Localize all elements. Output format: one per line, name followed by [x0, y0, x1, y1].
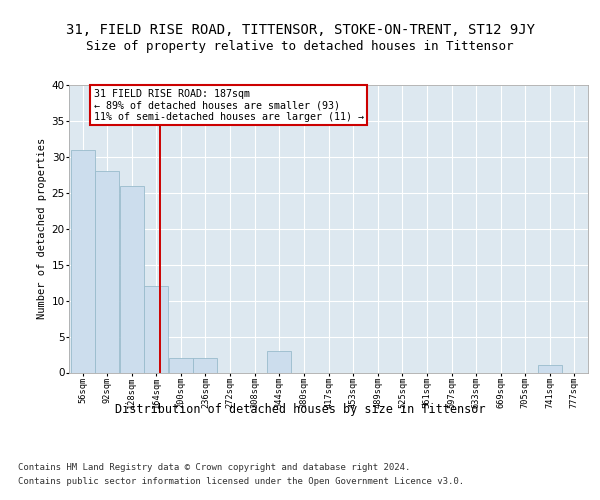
- Bar: [95, 171, 119, 372]
- Bar: [538, 366, 562, 372]
- Bar: [120, 186, 143, 372]
- Y-axis label: Number of detached properties: Number of detached properties: [37, 138, 47, 320]
- Text: Distribution of detached houses by size in Tittensor: Distribution of detached houses by size …: [115, 402, 485, 415]
- Bar: [267, 351, 291, 372]
- Text: Size of property relative to detached houses in Tittensor: Size of property relative to detached ho…: [86, 40, 514, 53]
- Text: Contains HM Land Registry data © Crown copyright and database right 2024.: Contains HM Land Registry data © Crown c…: [18, 462, 410, 471]
- Text: 31 FIELD RISE ROAD: 187sqm
← 89% of detached houses are smaller (93)
11% of semi: 31 FIELD RISE ROAD: 187sqm ← 89% of deta…: [94, 88, 364, 122]
- Bar: [145, 286, 168, 372]
- Text: Contains public sector information licensed under the Open Government Licence v3: Contains public sector information licen…: [18, 478, 464, 486]
- Bar: [71, 150, 95, 372]
- Text: 31, FIELD RISE ROAD, TITTENSOR, STOKE-ON-TRENT, ST12 9JY: 31, FIELD RISE ROAD, TITTENSOR, STOKE-ON…: [65, 22, 535, 36]
- Bar: [193, 358, 217, 372]
- Bar: [169, 358, 193, 372]
